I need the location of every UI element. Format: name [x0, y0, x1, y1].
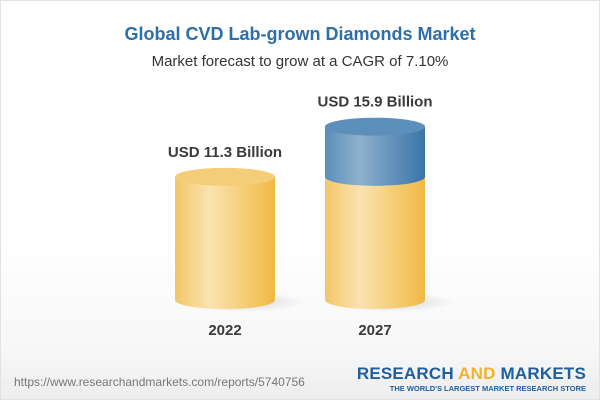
- x-tick-2022: 2022: [208, 322, 241, 339]
- bar-base-1-body: [325, 176, 425, 309]
- bar-growth-1-body: [325, 126, 425, 186]
- chart-subtitle: Market forecast to grow at a CAGR of 7.1…: [151, 53, 449, 70]
- bar-label-1: USD 15.9 Billion: [317, 94, 432, 111]
- bar-label-0: USD 11.3 Billion: [168, 144, 282, 161]
- x-tick-2027: 2027: [358, 322, 391, 339]
- footer: [1, 352, 599, 399]
- bar-top-1: [325, 117, 425, 136]
- logo-word-research: RESEARCH: [356, 364, 454, 383]
- source-url[interactable]: https://www.researchandmarkets.com/repor…: [14, 375, 305, 389]
- bar-top-0: [175, 167, 275, 186]
- logo-tagline: THE WORLD'S LARGEST MARKET RESEARCH STOR…: [389, 384, 586, 393]
- chart-title: Global CVD Lab-grown Diamonds Market: [124, 24, 476, 44]
- bar-base-0-body: [175, 176, 275, 309]
- logo-word-markets: MARKETS: [500, 364, 586, 383]
- logo-word-and: AND: [458, 364, 496, 383]
- research-and-markets-logo: RESEARCH AND MARKETS THE WORLD'S LARGEST…: [357, 365, 586, 395]
